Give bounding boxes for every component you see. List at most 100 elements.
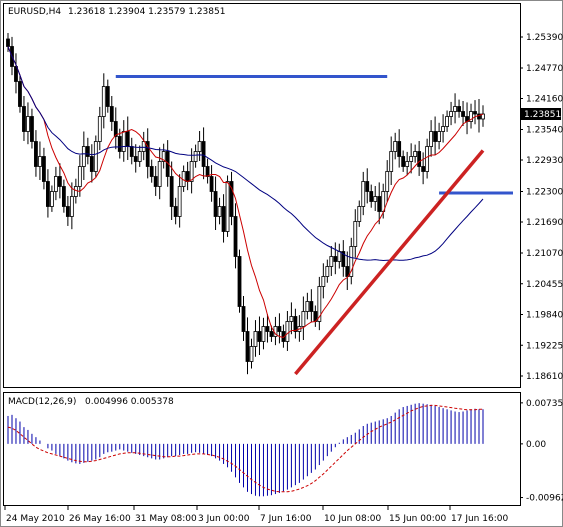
price-y-tick-label: 1.25390	[526, 33, 563, 43]
candle	[353, 209, 358, 258]
candle-body	[269, 331, 274, 337]
macd-title: MACD(12,26,9)	[8, 397, 76, 407]
candle	[97, 106, 102, 151]
candle	[109, 96, 114, 131]
time-axis-label: 17 Jun 16:00	[451, 514, 508, 524]
candle	[309, 289, 314, 323]
candle-body	[321, 276, 326, 287]
candle-body	[377, 196, 382, 212]
price-panel-border	[3, 3, 521, 388]
candle-body	[369, 191, 374, 202]
price-y-tick-label: 1.18610	[526, 372, 563, 382]
candle-body	[26, 116, 30, 132]
time-axis: 24 May 2010 26 May 16:00 31 May 08:00 3 Jun…	[4, 506, 508, 524]
last-price-label: 1.23851	[524, 110, 561, 120]
candle-body	[153, 176, 158, 187]
candle	[14, 53, 18, 94]
candle	[229, 171, 234, 226]
candle-body	[445, 116, 449, 127]
candle-body	[46, 181, 50, 207]
candle-body	[341, 251, 346, 267]
candle-body	[121, 131, 126, 152]
candle-body	[229, 181, 234, 217]
candle	[149, 159, 154, 183]
candle-body	[425, 146, 430, 172]
candle	[89, 144, 94, 183]
price-panel: EURUSD,H4 1.23618 1.23904 1.23579 1.2385…	[3, 3, 563, 388]
candle-body	[249, 346, 254, 362]
candle-body	[205, 166, 210, 177]
time-axis-label: 31 May 08:00	[135, 514, 197, 524]
candle-body	[6, 38, 10, 47]
macd-values: 0.004996 0.005378	[85, 397, 174, 407]
macd-y-tick-label: 0.00	[526, 440, 546, 450]
candle	[473, 100, 477, 125]
candle	[18, 74, 22, 113]
candle	[397, 129, 402, 168]
candle	[293, 308, 298, 339]
last-price-box	[521, 108, 561, 120]
candle	[69, 182, 74, 230]
candle-body	[157, 161, 162, 187]
candle	[137, 145, 142, 167]
candle	[161, 143, 166, 169]
candle	[233, 203, 238, 269]
candle-body	[185, 171, 190, 182]
candle	[193, 144, 198, 168]
candle-body	[117, 136, 122, 152]
candle-body	[209, 176, 214, 192]
candle	[361, 171, 366, 216]
candle	[169, 161, 174, 220]
candle-body	[173, 206, 178, 217]
candle	[30, 108, 34, 149]
candle-body	[141, 141, 146, 152]
candle	[289, 302, 294, 335]
candle	[329, 246, 334, 276]
candle-body	[225, 181, 230, 232]
candle-body	[193, 151, 198, 162]
candle	[333, 242, 338, 275]
candle-body	[473, 111, 477, 115]
candle-body	[169, 176, 174, 207]
candle	[453, 93, 457, 124]
candle-body	[42, 156, 46, 182]
candle	[321, 263, 326, 299]
candle	[405, 151, 410, 176]
price-y-tick-label: 1.24160	[526, 95, 563, 105]
candle	[433, 116, 438, 155]
candle-body	[397, 141, 402, 157]
candle	[269, 325, 274, 342]
candle	[457, 99, 461, 118]
candle	[213, 176, 218, 230]
candle	[449, 101, 453, 126]
candle	[113, 107, 118, 150]
price-y-tick-label: 1.19225	[526, 341, 563, 351]
candle-body	[329, 256, 334, 267]
candle	[441, 114, 445, 143]
candle-body	[237, 256, 242, 307]
candle-body	[113, 121, 118, 137]
candle	[57, 163, 62, 199]
candle-body	[165, 151, 170, 177]
candle	[357, 200, 362, 227]
time-axis-label: 15 Jun 00:00	[389, 514, 446, 524]
macd-panel-border	[3, 392, 521, 506]
candle	[461, 101, 465, 126]
candle	[197, 131, 202, 161]
candle-body	[461, 111, 465, 117]
candle	[325, 259, 330, 283]
candle	[189, 148, 194, 194]
candle	[145, 128, 150, 179]
candle	[265, 314, 270, 343]
candle-body	[349, 246, 354, 277]
candle-body	[393, 141, 398, 152]
candle-body	[221, 206, 226, 232]
candle-body	[365, 181, 370, 192]
candle-body	[65, 206, 70, 217]
candle	[285, 311, 290, 351]
candle-body	[213, 191, 218, 217]
candle-body	[317, 286, 322, 322]
candle-body	[189, 161, 194, 182]
candle	[65, 196, 70, 226]
candle	[301, 296, 306, 340]
